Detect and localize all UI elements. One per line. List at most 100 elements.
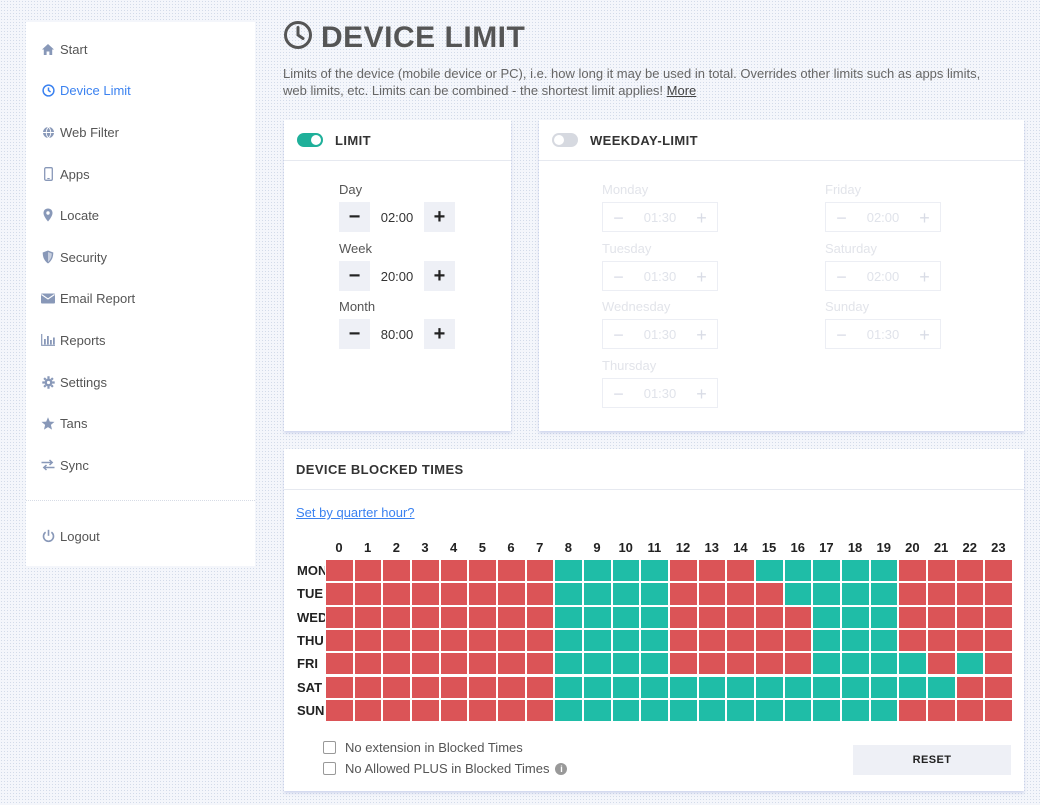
blocked-cell[interactable] xyxy=(783,652,813,676)
allowed-cell[interactable] xyxy=(640,559,670,583)
blocked-cell[interactable] xyxy=(697,605,727,629)
blocked-cell[interactable] xyxy=(755,628,784,653)
allowed-cell[interactable] xyxy=(869,675,899,699)
blocked-cell[interactable] xyxy=(497,628,526,653)
allowed-cell[interactable] xyxy=(583,698,612,723)
blocked-cell[interactable] xyxy=(353,628,383,653)
sidebar-item-sync[interactable]: Sync xyxy=(26,447,255,483)
allowed-cell[interactable] xyxy=(841,628,870,653)
blocked-cell[interactable] xyxy=(411,675,440,699)
allowed-cell[interactable] xyxy=(841,675,870,699)
allowed-cell[interactable] xyxy=(869,652,899,676)
allowed-cell[interactable] xyxy=(726,675,756,699)
blocked-cell[interactable] xyxy=(984,652,1014,676)
increment-button[interactable]: + xyxy=(919,207,930,228)
blocked-cell[interactable] xyxy=(325,605,354,629)
allowed-cell[interactable] xyxy=(611,605,641,629)
allowed-cell[interactable] xyxy=(554,652,584,676)
blocked-cell[interactable] xyxy=(984,605,1014,629)
blocked-cell[interactable] xyxy=(984,675,1014,699)
blocked-cell[interactable] xyxy=(468,559,497,583)
allowed-cell[interactable] xyxy=(669,675,698,699)
allowed-cell[interactable] xyxy=(554,698,584,723)
blocked-cell[interactable] xyxy=(325,652,354,676)
blocked-cell[interactable] xyxy=(411,605,440,629)
allowed-cell[interactable] xyxy=(583,559,612,583)
blocked-cell[interactable] xyxy=(468,675,497,699)
decrement-button[interactable]: − xyxy=(836,324,847,345)
allowed-cell[interactable] xyxy=(783,675,813,699)
allowed-cell[interactable] xyxy=(755,698,784,723)
blocked-cell[interactable] xyxy=(783,628,813,653)
blocked-cell[interactable] xyxy=(353,582,383,606)
blocked-cell[interactable] xyxy=(726,605,756,629)
blocked-cell[interactable] xyxy=(411,628,440,653)
decrement-button[interactable]: − xyxy=(613,207,624,228)
blocked-cell[interactable] xyxy=(382,559,411,583)
blocked-cell[interactable] xyxy=(697,628,727,653)
allowed-cell[interactable] xyxy=(783,698,813,723)
blocked-cell[interactable] xyxy=(382,652,411,676)
limit-toggle[interactable] xyxy=(297,133,323,147)
blocked-cell[interactable] xyxy=(382,582,411,606)
blocked-cell[interactable] xyxy=(353,559,383,583)
blocked-cell[interactable] xyxy=(955,559,985,583)
allowed-cell[interactable] xyxy=(554,582,584,606)
blocked-cell[interactable] xyxy=(353,675,383,699)
week-limit-value[interactable]: 20:00 xyxy=(380,268,414,284)
increment-button[interactable]: + xyxy=(919,324,930,345)
wednesday-limit-value[interactable]: 01:30 xyxy=(643,326,677,342)
increment-button[interactable]: + xyxy=(696,207,707,228)
allowed-cell[interactable] xyxy=(927,675,956,699)
blocked-cell[interactable] xyxy=(382,628,411,653)
increment-button[interactable]: + xyxy=(424,319,455,349)
blocked-cell[interactable] xyxy=(955,675,985,699)
blocked-cell[interactable] xyxy=(525,652,555,676)
blocked-cell[interactable] xyxy=(984,628,1014,653)
decrement-button[interactable]: − xyxy=(339,319,370,349)
blocked-cell[interactable] xyxy=(525,698,555,723)
sunday-limit-value[interactable]: 01:30 xyxy=(866,326,900,342)
blocked-cell[interactable] xyxy=(382,605,411,629)
allowed-cell[interactable] xyxy=(554,675,584,699)
sidebar-item-locate[interactable]: Locate xyxy=(26,197,255,233)
blocked-cell[interactable] xyxy=(439,605,469,629)
allowed-cell[interactable] xyxy=(783,559,813,583)
allowed-cell[interactable] xyxy=(640,698,670,723)
blocked-cell[interactable] xyxy=(468,605,497,629)
blocked-cell[interactable] xyxy=(955,582,985,606)
blocked-cell[interactable] xyxy=(497,675,526,699)
blocked-cell[interactable] xyxy=(525,559,555,583)
blocked-cell[interactable] xyxy=(955,698,985,723)
blocked-cell[interactable] xyxy=(955,605,985,629)
sidebar-item-web-filter[interactable]: Web Filter xyxy=(26,114,255,150)
monday-limit-value[interactable]: 01:30 xyxy=(643,209,677,225)
blocked-cell[interactable] xyxy=(927,605,956,629)
blocked-cell[interactable] xyxy=(955,628,985,653)
increment-button[interactable]: + xyxy=(424,202,455,232)
blocked-cell[interactable] xyxy=(898,628,928,653)
allowed-cell[interactable] xyxy=(640,675,670,699)
allowed-cell[interactable] xyxy=(812,605,842,629)
blocked-cell[interactable] xyxy=(726,582,756,606)
allowed-cell[interactable] xyxy=(640,582,670,606)
sidebar-item-start[interactable]: Start xyxy=(26,31,255,67)
blocked-cell[interactable] xyxy=(669,582,698,606)
friday-limit-value[interactable]: 02:00 xyxy=(866,209,900,225)
decrement-button[interactable]: − xyxy=(339,261,370,291)
reset-button[interactable]: RESET xyxy=(853,745,1011,775)
increment-button[interactable]: + xyxy=(696,324,707,345)
allowed-cell[interactable] xyxy=(841,698,870,723)
allowed-cell[interactable] xyxy=(583,582,612,606)
allowed-cell[interactable] xyxy=(841,559,870,583)
allowed-cell[interactable] xyxy=(640,652,670,676)
weekday-limit-toggle[interactable] xyxy=(552,133,578,147)
decrement-button[interactable]: − xyxy=(836,266,847,287)
allowed-cell[interactable] xyxy=(869,628,899,653)
blocked-cell[interactable] xyxy=(525,582,555,606)
increment-button[interactable]: + xyxy=(919,266,930,287)
blocked-cell[interactable] xyxy=(382,698,411,723)
blocked-cell[interactable] xyxy=(669,605,698,629)
allowed-cell[interactable] xyxy=(869,582,899,606)
allowed-cell[interactable] xyxy=(611,628,641,653)
